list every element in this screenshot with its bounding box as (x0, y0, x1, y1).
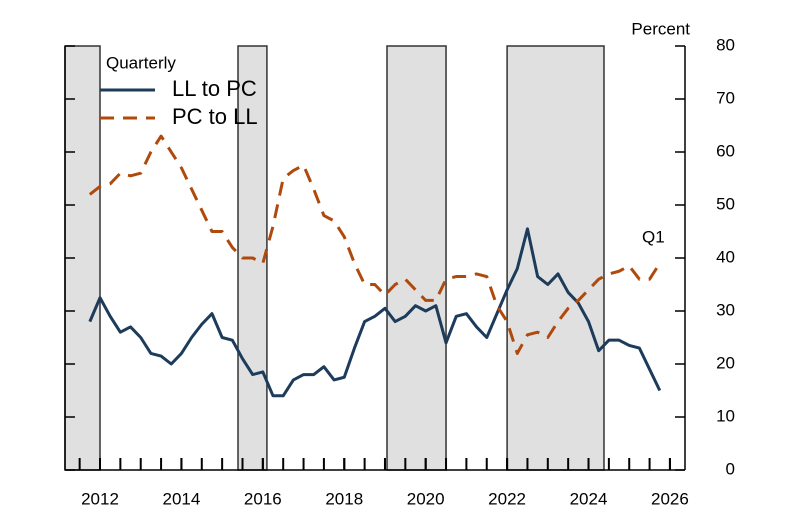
legend-title: Quarterly (106, 53, 176, 72)
x-tick-label: 2024 (570, 489, 608, 508)
x-tick-label: 2022 (488, 489, 526, 508)
y-tick-label: 70 (716, 88, 735, 107)
y-tick-label: 30 (716, 300, 735, 319)
y-tick-label: 50 (716, 194, 735, 213)
shaded-period (386, 45, 447, 471)
shaded-period (506, 45, 605, 471)
series-line (88, 227, 662, 398)
x-tick-label: 2020 (407, 489, 445, 508)
series-line (88, 134, 662, 355)
y-axis-label: Percent (631, 19, 690, 38)
x-tick-label: 2016 (244, 489, 282, 508)
y-tick-label: 60 (716, 141, 735, 160)
y-tick-label: 0 (726, 459, 735, 478)
y-tick-label: 80 (716, 35, 735, 54)
x-tick-label: 2026 (651, 489, 689, 508)
x-tick-label: 2012 (81, 489, 119, 508)
x-tick-label: 2014 (163, 489, 201, 508)
annotation: Q1 (642, 227, 665, 246)
y-tick-label: 40 (716, 247, 735, 266)
legend-label: LL to PC (172, 76, 257, 101)
x-tick-label: 2018 (325, 489, 363, 508)
legend-label: PC to LL (172, 104, 258, 129)
y-tick-label: 20 (716, 353, 735, 372)
y-tick-label: 10 (716, 406, 735, 425)
